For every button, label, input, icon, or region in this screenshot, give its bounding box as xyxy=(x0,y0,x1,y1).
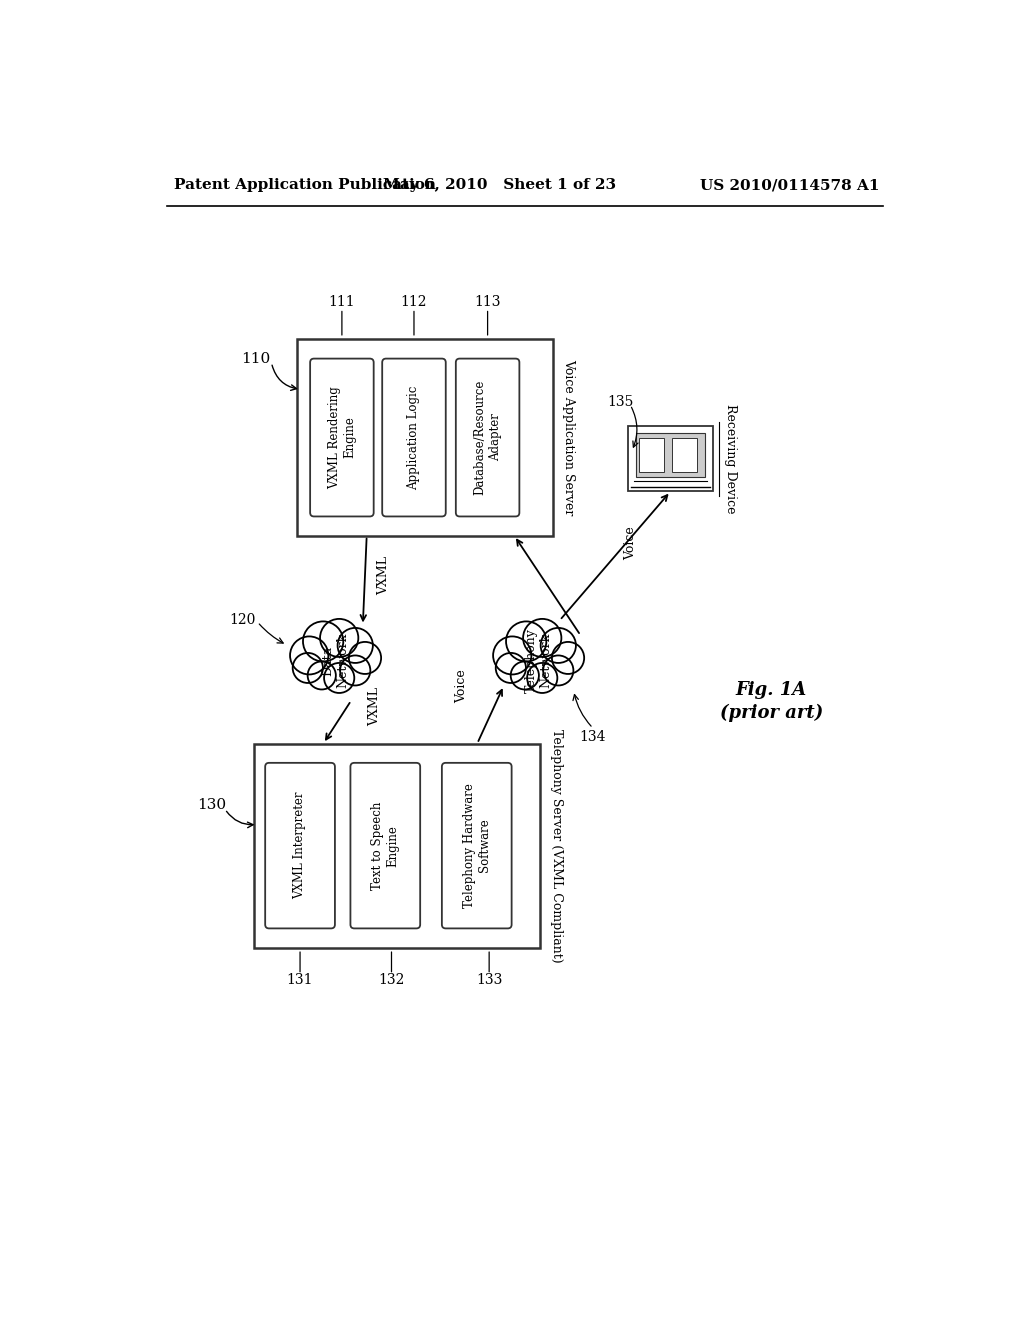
FancyBboxPatch shape xyxy=(636,433,706,477)
Circle shape xyxy=(541,628,575,663)
Text: Voice: Voice xyxy=(624,527,637,560)
Circle shape xyxy=(303,622,343,661)
Circle shape xyxy=(290,636,329,675)
FancyBboxPatch shape xyxy=(382,359,445,516)
Circle shape xyxy=(552,642,584,675)
Text: 134: 134 xyxy=(580,730,606,744)
Text: 110: 110 xyxy=(242,351,270,366)
FancyBboxPatch shape xyxy=(310,359,374,516)
Circle shape xyxy=(543,656,573,685)
Circle shape xyxy=(349,642,381,675)
Circle shape xyxy=(527,663,557,693)
Text: Telephony Server (VXML Compliant): Telephony Server (VXML Compliant) xyxy=(550,729,562,962)
Text: 120: 120 xyxy=(229,614,256,627)
Text: Voice Application Server: Voice Application Server xyxy=(562,359,575,516)
Text: Receiving Device: Receiving Device xyxy=(724,404,737,513)
Text: Application Logic: Application Logic xyxy=(408,385,421,490)
FancyBboxPatch shape xyxy=(672,438,697,471)
Text: VXML Rendering
Engine: VXML Rendering Engine xyxy=(328,387,356,488)
FancyBboxPatch shape xyxy=(297,339,553,536)
Circle shape xyxy=(338,628,373,663)
FancyBboxPatch shape xyxy=(350,763,420,928)
Circle shape xyxy=(496,653,526,682)
Text: Telephony Hardware
Software: Telephony Hardware Software xyxy=(463,783,490,908)
Text: 130: 130 xyxy=(198,799,226,812)
Text: VXML: VXML xyxy=(368,688,381,726)
Text: Text to Speech
Engine: Text to Speech Engine xyxy=(372,801,399,890)
Text: 135: 135 xyxy=(607,396,633,409)
Circle shape xyxy=(307,661,336,689)
Text: 112: 112 xyxy=(400,296,427,309)
Text: Voice: Voice xyxy=(455,669,468,702)
FancyBboxPatch shape xyxy=(265,763,335,928)
Text: Fig. 1A: Fig. 1A xyxy=(735,681,807,698)
Text: 133: 133 xyxy=(476,973,503,987)
Circle shape xyxy=(523,619,561,657)
Text: 132: 132 xyxy=(378,973,404,987)
Circle shape xyxy=(324,663,354,693)
Circle shape xyxy=(511,661,539,689)
Circle shape xyxy=(506,622,547,661)
Text: VXML Interpreter: VXML Interpreter xyxy=(294,792,306,899)
Text: Telephony
Network: Telephony Network xyxy=(524,628,553,693)
Text: 131: 131 xyxy=(287,973,313,987)
Text: Database/Resource
Adapter: Database/Resource Adapter xyxy=(473,380,502,495)
Text: Patent Application Publication: Patent Application Publication xyxy=(174,178,436,193)
FancyBboxPatch shape xyxy=(442,763,512,928)
FancyBboxPatch shape xyxy=(628,426,713,491)
Text: 113: 113 xyxy=(474,296,501,309)
Text: US 2010/0114578 A1: US 2010/0114578 A1 xyxy=(700,178,880,193)
Circle shape xyxy=(494,636,531,675)
Text: (prior art): (prior art) xyxy=(720,704,823,722)
Text: 111: 111 xyxy=(329,296,355,309)
Circle shape xyxy=(321,619,358,657)
Text: VXML: VXML xyxy=(377,556,390,595)
FancyBboxPatch shape xyxy=(456,359,519,516)
Text: May 6, 2010   Sheet 1 of 23: May 6, 2010 Sheet 1 of 23 xyxy=(383,178,616,193)
FancyBboxPatch shape xyxy=(254,743,541,948)
FancyBboxPatch shape xyxy=(639,438,665,471)
Circle shape xyxy=(340,656,371,685)
Text: Data
Network: Data Network xyxy=(322,632,350,688)
Circle shape xyxy=(293,653,323,682)
